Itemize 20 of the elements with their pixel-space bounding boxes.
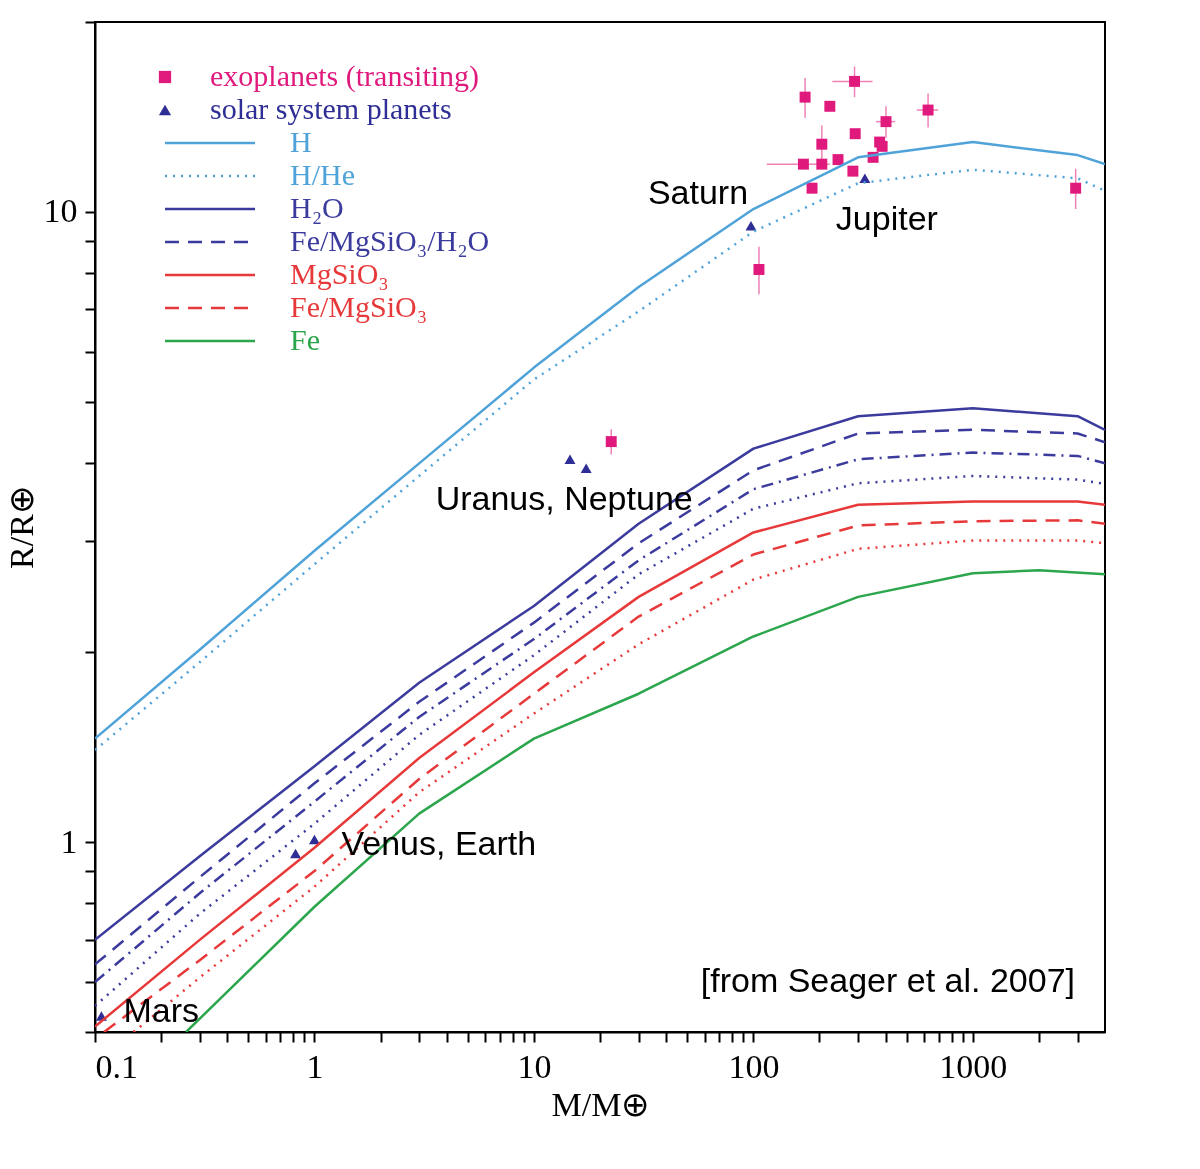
- annotation: Jupiter: [835, 199, 938, 238]
- x-tick-label: 1000: [939, 1047, 1008, 1085]
- x-tick-label: 0.1: [95, 1047, 138, 1085]
- legend-label: H/He: [290, 158, 355, 191]
- legend-label: solar system planets: [210, 92, 452, 125]
- x-axis-title: M/M⊕: [551, 1085, 650, 1123]
- x-tick-label: 10: [517, 1047, 552, 1085]
- legend-label: H: [290, 125, 312, 158]
- legend-label: Fe: [290, 323, 320, 356]
- y-axis-title: R/R⊕: [2, 486, 40, 569]
- legend-label: Fe/MgSiO₃/H₂O: [290, 224, 490, 257]
- x-tick-label: 1: [306, 1047, 324, 1085]
- legend-label: MgSiO₃: [290, 257, 389, 290]
- annotation: [from Seager et al. 2007]: [700, 961, 1075, 999]
- legend-label: H₂O: [290, 191, 344, 224]
- annotation: Saturn: [647, 172, 749, 211]
- legend-label: Fe/MgSiO₃: [290, 290, 428, 323]
- annotation: Mars: [123, 991, 200, 1030]
- x-tick-label: 100: [728, 1047, 780, 1085]
- legend-label: exoplanets (transiting): [210, 59, 480, 93]
